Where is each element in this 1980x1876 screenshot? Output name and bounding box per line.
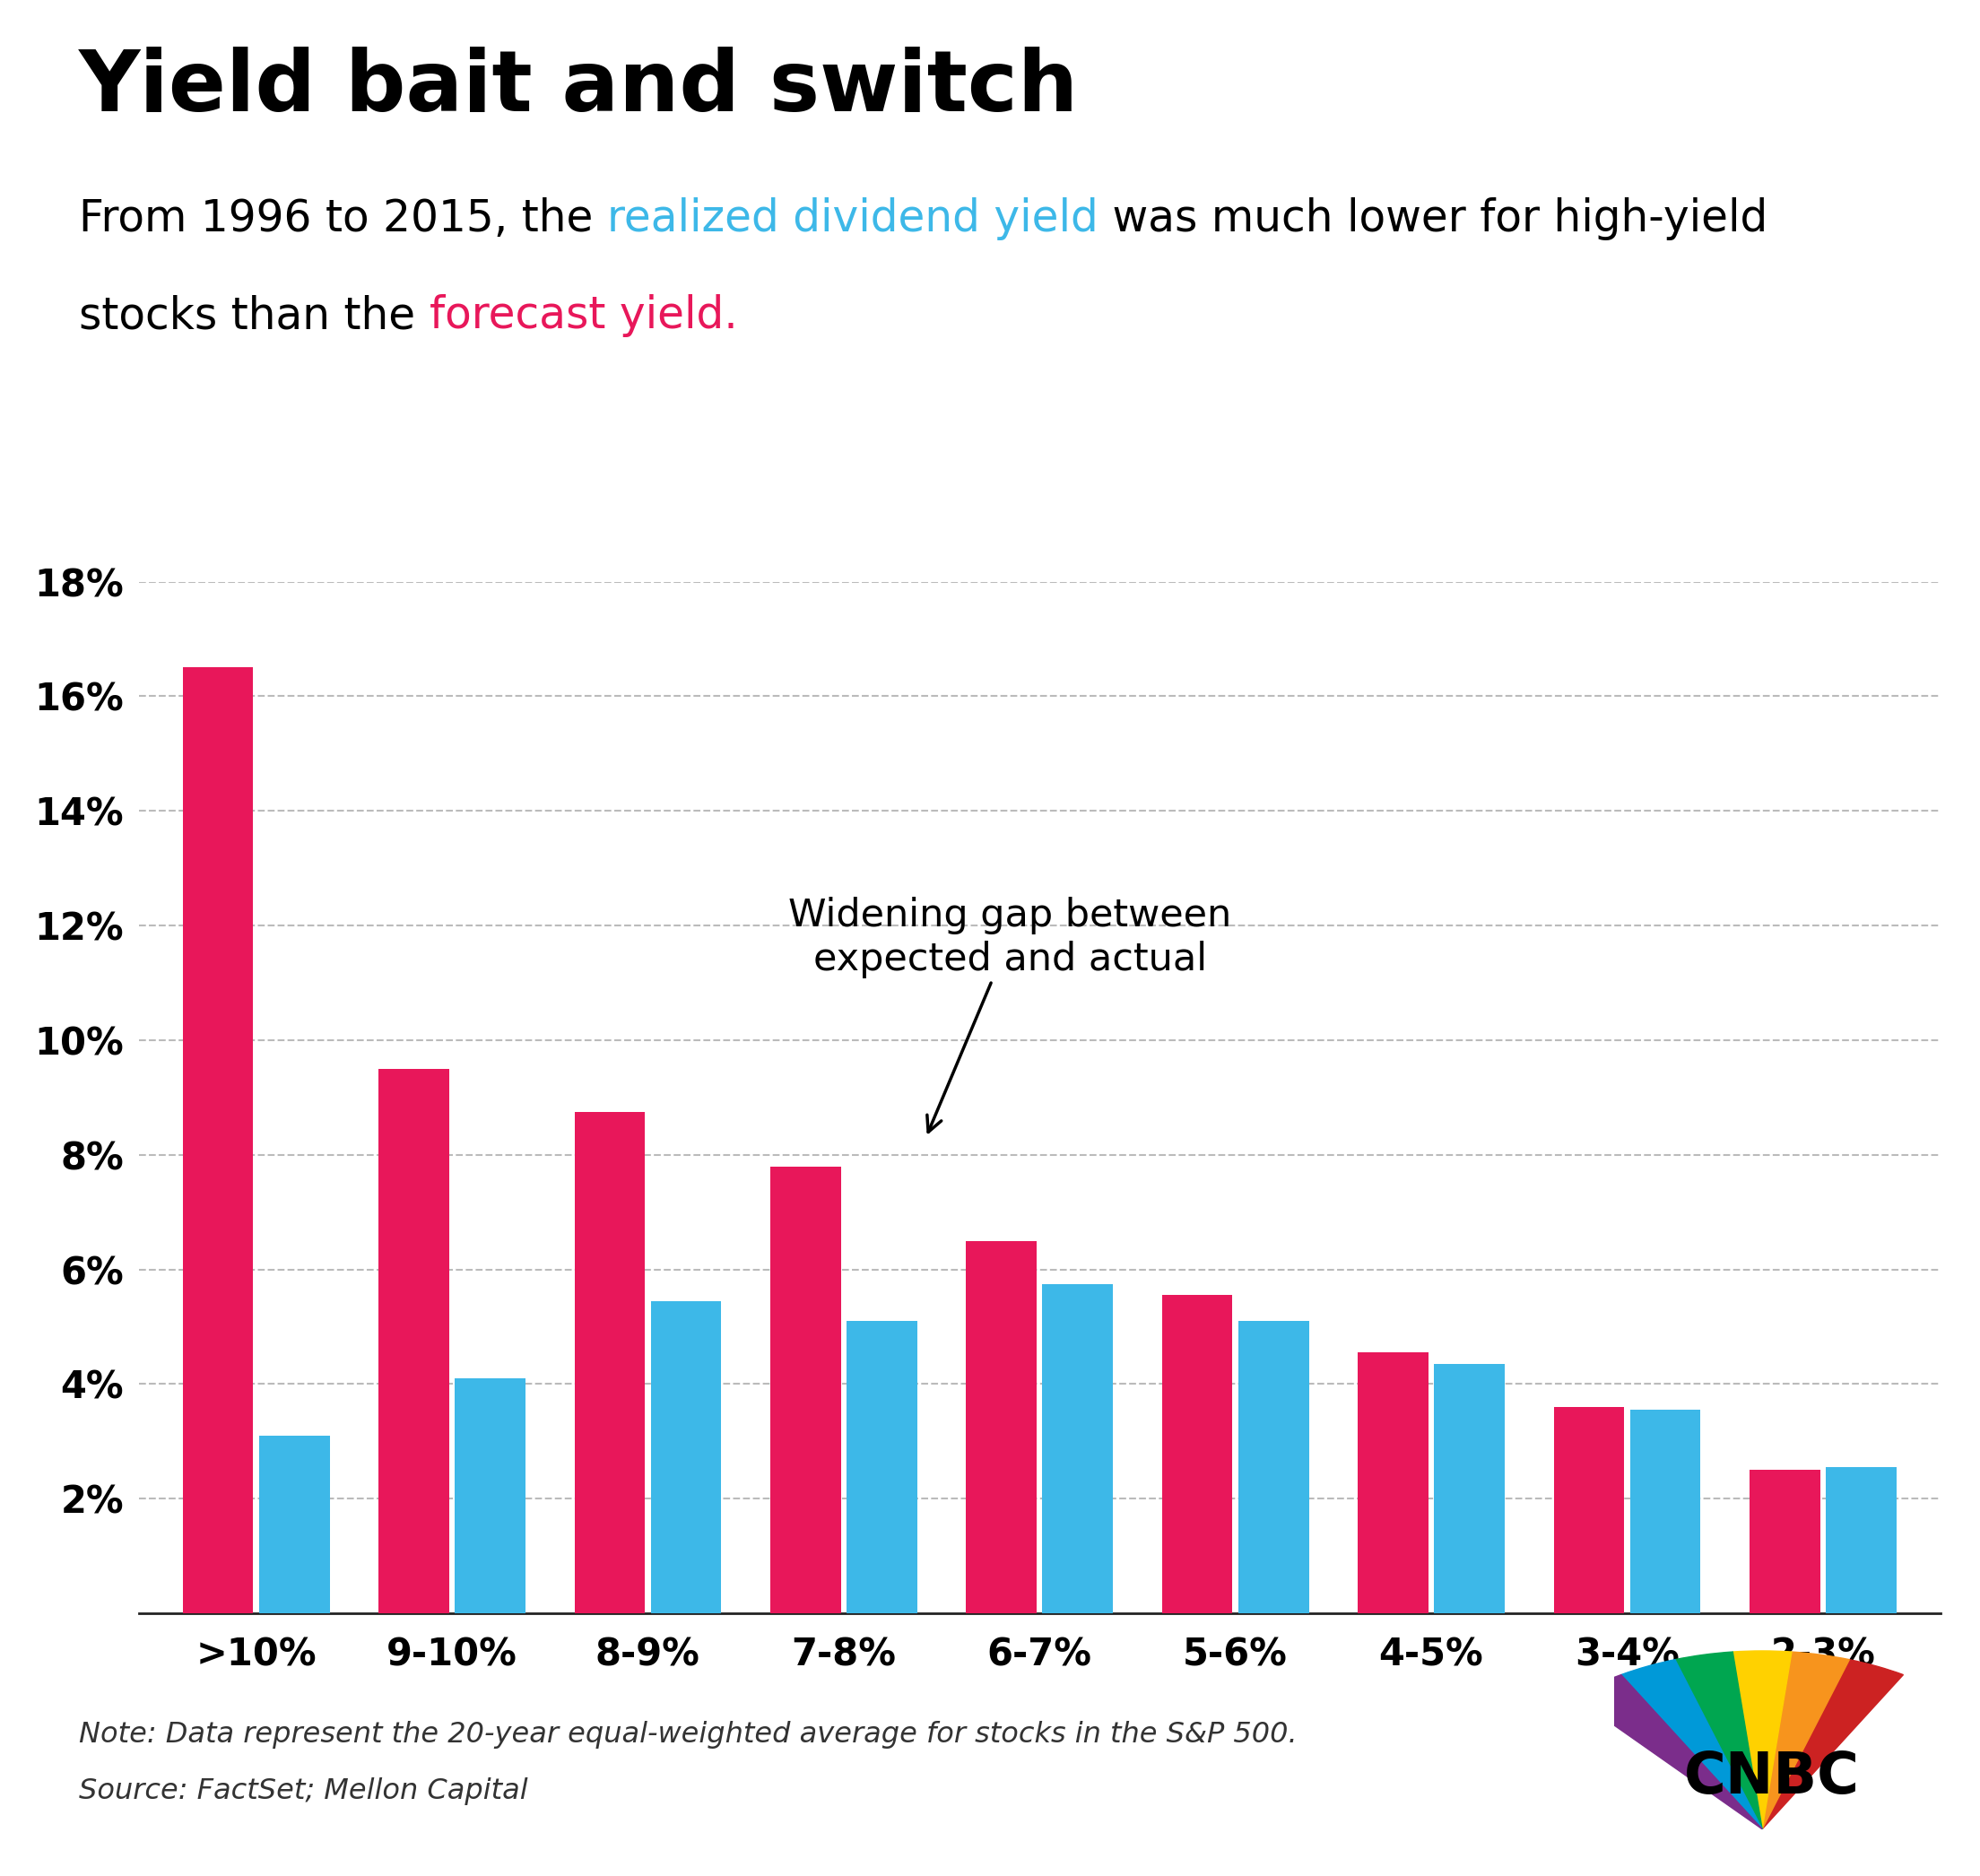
Bar — [1041, 1283, 1113, 1613]
Bar — [770, 1167, 842, 1613]
Text: Widening gap between
expected and actual: Widening gap between expected and actual — [788, 897, 1232, 1131]
Wedge shape — [1622, 1660, 1762, 1829]
Bar — [651, 1300, 721, 1613]
Bar — [378, 1069, 449, 1613]
Text: was much lower for high-yield: was much lower for high-yield — [1099, 197, 1768, 240]
Bar — [1826, 1467, 1897, 1613]
Text: forecast yield.: forecast yield. — [430, 295, 739, 338]
Bar — [1554, 1407, 1624, 1613]
Bar — [1434, 1364, 1505, 1613]
Text: Yield bait and switch: Yield bait and switch — [79, 47, 1079, 129]
Text: From 1996 to 2015, the: From 1996 to 2015, the — [79, 197, 608, 240]
Bar — [1162, 1294, 1232, 1613]
Bar — [847, 1321, 917, 1613]
Bar — [574, 1112, 645, 1613]
Wedge shape — [1762, 1653, 1849, 1829]
Bar — [259, 1435, 329, 1613]
Wedge shape — [1732, 1651, 1792, 1829]
Wedge shape — [1574, 1675, 1762, 1829]
Bar — [182, 668, 253, 1613]
Bar — [1750, 1471, 1820, 1613]
Bar — [1358, 1353, 1428, 1613]
Bar — [1238, 1321, 1309, 1613]
Wedge shape — [1762, 1660, 1903, 1829]
Text: CNBC: CNBC — [1685, 1748, 1859, 1805]
Wedge shape — [1675, 1653, 1762, 1829]
Bar — [455, 1379, 525, 1613]
Text: realized dividend yield: realized dividend yield — [608, 197, 1099, 240]
Text: Note: Data represent the 20-year equal-weighted average for stocks in the S&P 50: Note: Data represent the 20-year equal-w… — [79, 1720, 1297, 1748]
Bar — [1630, 1411, 1701, 1613]
Text: Source: FactSet; Mellon Capital: Source: FactSet; Mellon Capital — [79, 1777, 529, 1805]
Bar — [966, 1240, 1038, 1613]
Text: stocks than the: stocks than the — [79, 295, 430, 338]
